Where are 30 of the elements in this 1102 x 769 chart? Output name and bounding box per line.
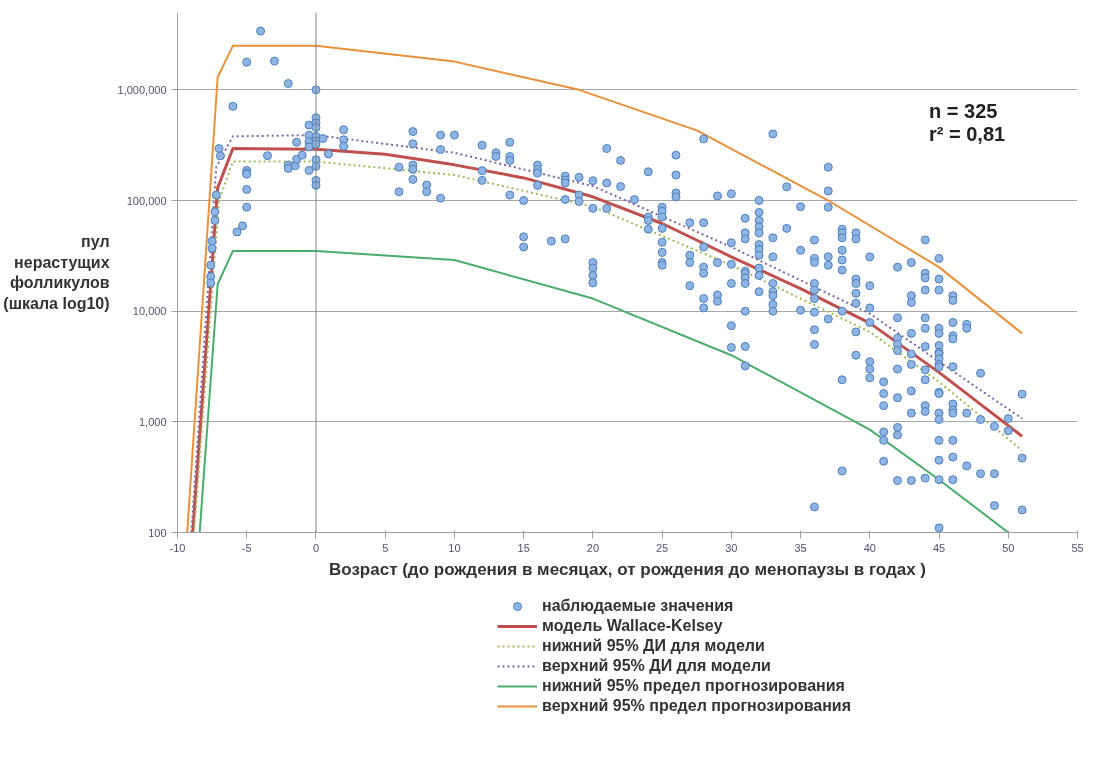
y-tick-label: 100,000 bbox=[126, 194, 167, 207]
line-series bbox=[198, 249, 1010, 533]
x-tick-label: 25 bbox=[656, 541, 669, 554]
x-tick-label: 5 bbox=[382, 541, 389, 554]
x-tick-label: -10 bbox=[169, 541, 186, 554]
y-tick-label: 100 bbox=[148, 526, 167, 539]
legend-label: верхний 95% ДИ для модели bbox=[542, 657, 771, 675]
x-tick-label: 55 bbox=[1071, 541, 1084, 554]
x-tick-label: 40 bbox=[863, 541, 876, 554]
x-tick-label: -5 bbox=[241, 541, 252, 554]
x-tick-label: 35 bbox=[794, 541, 807, 554]
y-tick-label: 1,000 bbox=[138, 415, 167, 428]
x-tick-label: 50 bbox=[1002, 541, 1015, 554]
legend-label: верхний 95% предел прогнозирования bbox=[542, 697, 852, 715]
annotation: r² = 0,81 bbox=[929, 123, 1006, 146]
x-tick-label: 15 bbox=[517, 541, 530, 554]
y-tick-label: 10,000 bbox=[132, 305, 167, 318]
y-axis-title: пул нерастущих фолликулов (шкала log10) bbox=[3, 233, 110, 312]
x-tick-label: 30 bbox=[725, 541, 738, 554]
legend-label: нижний 95% предел прогнозирования bbox=[542, 677, 845, 695]
x-axis-title: Возраст (до рождения в месяцах, от рождения до менопаузы в годах ) bbox=[328, 559, 927, 579]
y-tick-label: 1,000,000 bbox=[117, 83, 167, 96]
legend-label: наблюдаемые значения bbox=[542, 597, 734, 615]
x-tick-label: 10 bbox=[448, 541, 461, 554]
x-tick-label: 20 bbox=[586, 541, 600, 554]
legend-label: модель Wallace-Kelsey bbox=[542, 617, 723, 635]
x-tick-label: 0 bbox=[312, 541, 320, 554]
annotation: n = 325 bbox=[929, 99, 998, 122]
legend-label: нижний 95% ДИ для модели bbox=[542, 637, 765, 655]
x-tick-label: 45 bbox=[932, 541, 946, 554]
